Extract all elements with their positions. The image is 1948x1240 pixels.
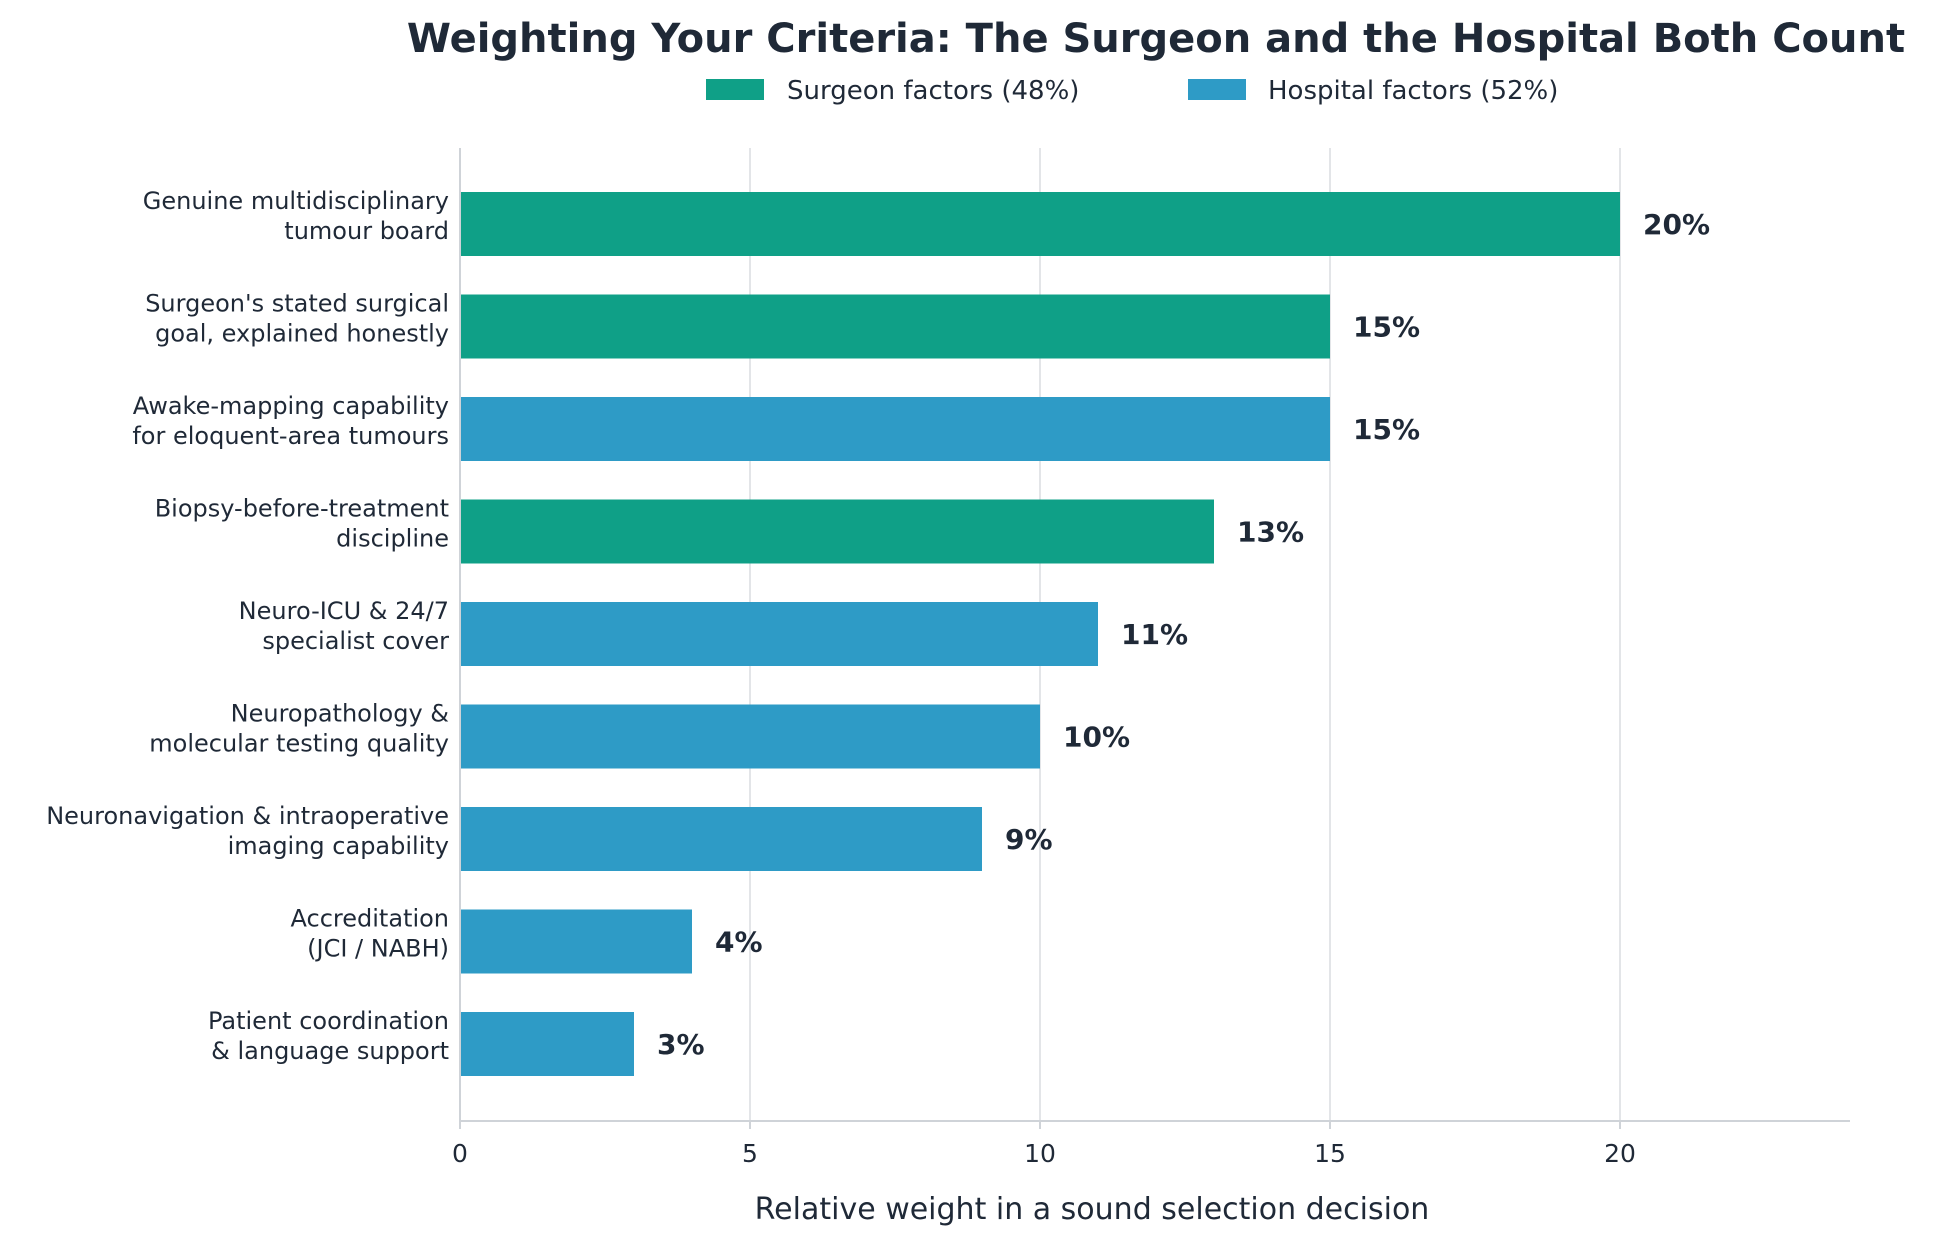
value-label: 11% <box>1121 618 1188 651</box>
x-tick-label: 5 <box>742 1139 758 1168</box>
value-label: 15% <box>1353 311 1420 344</box>
legend-label-hospital: Hospital factors (52%) <box>1268 76 1558 106</box>
bar-hospital <box>460 1012 634 1076</box>
value-label: 13% <box>1237 516 1304 549</box>
bar-hospital <box>460 909 692 974</box>
chart-title: Weighting Your Criteria: The Surgeon and… <box>407 16 1905 62</box>
value-labels: 20% 15% 15% 13% 11% 10% 9% 4% 3% <box>657 208 1710 1061</box>
category-labels: Genuine multidisciplinary tumour board Sur… <box>46 187 449 1065</box>
bar-hospital <box>460 397 1330 461</box>
x-tick-label: 15 <box>1314 1139 1346 1168</box>
legend: Surgeon factors (48%) Hospital factors (… <box>706 76 1558 106</box>
value-label: 20% <box>1643 208 1710 241</box>
x-tick-label: 0 <box>452 1139 468 1168</box>
category-label: Accreditation (JCI / NABH) <box>291 905 449 963</box>
category-label: Genuine multidisciplinary tumour board <box>143 187 449 245</box>
bar-hospital <box>460 602 1098 666</box>
category-label: Neuro-ICU & 24/7 specialist cover <box>239 597 449 655</box>
category-label: Surgeon's stated surgical goal, explained… <box>145 290 449 348</box>
category-label: Patient coordination & language support <box>208 1007 449 1065</box>
bar-surgeon <box>460 192 1620 256</box>
bars <box>460 192 1620 1076</box>
bar-surgeon <box>460 294 1330 359</box>
x-tick-label: 20 <box>1604 1139 1636 1168</box>
bar-hospital <box>460 807 982 871</box>
legend-swatch-surgeon <box>706 79 764 100</box>
bar-surgeon <box>460 499 1214 564</box>
legend-swatch-hospital <box>1188 79 1246 100</box>
category-label: Awake-mapping capability for eloquent-are… <box>132 392 449 450</box>
value-label: 9% <box>1005 823 1053 856</box>
category-label: Neuropathology & molecular testing qualit… <box>149 700 449 758</box>
category-label: Biopsy-before-treatment discipline <box>155 495 449 553</box>
legend-label-surgeon: Surgeon factors (48%) <box>787 76 1079 106</box>
x-axis: 0 5 10 15 20 <box>452 148 1850 1168</box>
value-label: 3% <box>657 1028 705 1061</box>
bar-hospital <box>460 704 1040 769</box>
x-tick-label: 10 <box>1024 1139 1056 1168</box>
category-label: Neuronavigation & intraoperative imaging … <box>46 802 449 860</box>
value-label: 4% <box>715 926 763 959</box>
x-axis-title: Relative weight in a sound selection dec… <box>755 1192 1430 1227</box>
value-label: 10% <box>1063 721 1130 754</box>
value-label: 15% <box>1353 413 1420 446</box>
